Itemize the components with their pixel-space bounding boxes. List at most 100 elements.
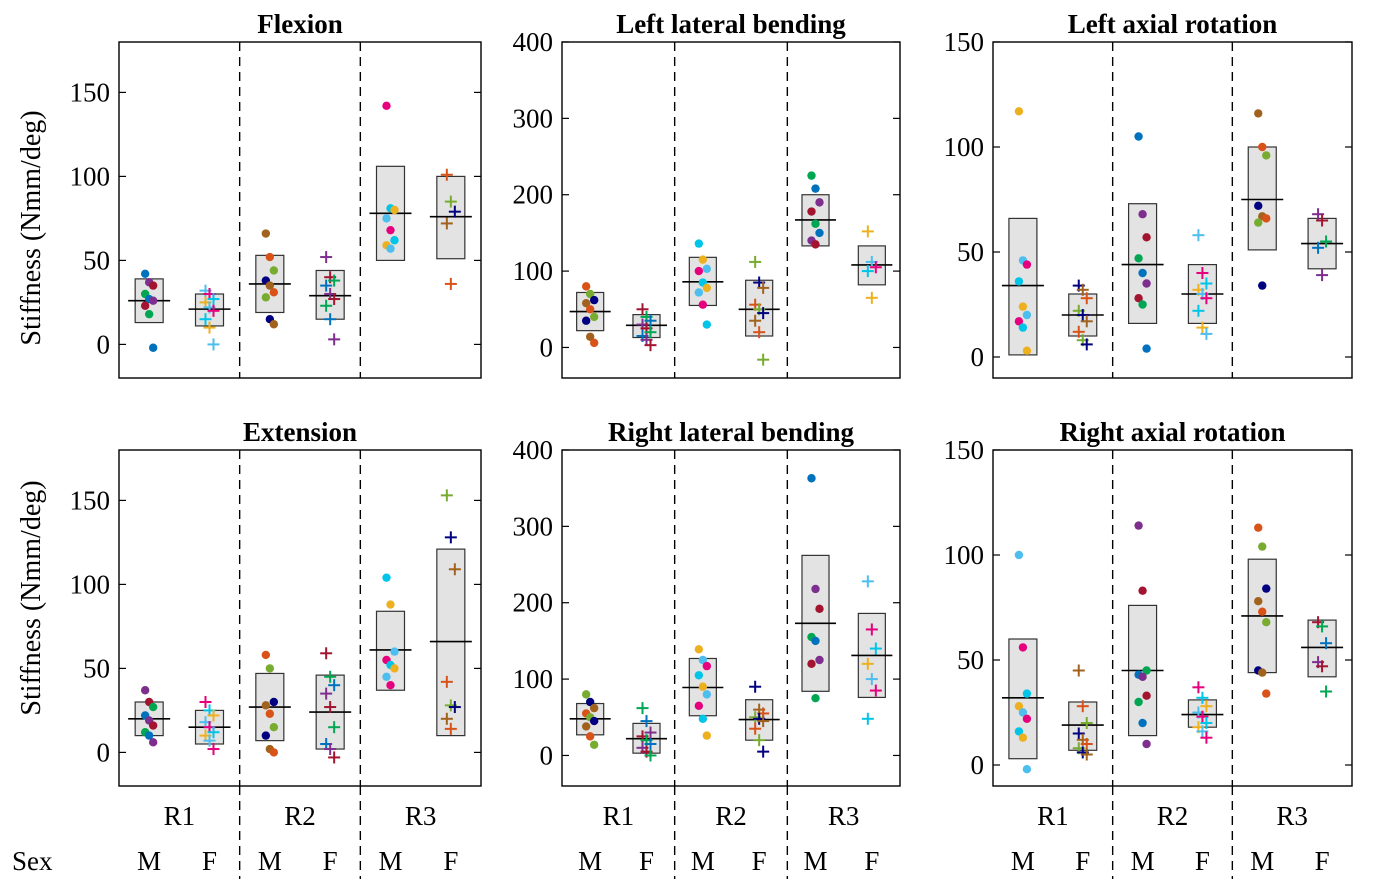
data-point-female [1080,738,1093,750]
data-point-female [1196,267,1209,279]
data-point-male [585,697,595,707]
data-point-male [1018,323,1028,332]
region-label: R1 [164,801,196,831]
data-point-male [702,690,712,699]
data-point-male [1138,586,1147,595]
data-point-female [865,673,878,686]
sex-label: F [1195,846,1210,876]
data-point-male [382,101,391,111]
chart-panel-5: Right lateral bending 0 100 200 300 400 R1 R2 R3… [513,417,901,879]
data-point-male [807,474,816,483]
data-point-female [753,326,766,339]
data-point-male [1254,523,1263,532]
data-point-female [1192,229,1205,242]
data-point-male [269,288,279,297]
data-point-male [1022,714,1032,723]
data-point-male [1022,260,1032,269]
data-point-male [1138,268,1147,278]
data-point-female [1312,208,1325,221]
axes-frame [118,41,482,379]
data-point-male [1258,668,1267,677]
data-point-male [1254,218,1263,227]
data-point-male [698,714,708,723]
region-label: R3 [405,801,437,831]
data-point-female [324,670,337,683]
data-point-male [140,269,150,279]
data-point-male [1142,344,1151,353]
data-point-male [382,672,391,681]
data-point-female [757,281,770,294]
data-point-male [148,721,158,730]
sex-row-label: Sex [12,846,53,876]
data-point-female [640,715,653,728]
data-point-female [444,531,457,544]
data-point-male [585,289,595,299]
data-point-female [328,679,341,692]
data-point-female [199,696,212,708]
data-point-male [261,650,271,660]
data-point-male [1134,521,1143,530]
data-point-male [1262,689,1271,698]
data-point-female [440,675,453,688]
data-point-male [148,296,158,305]
sex-label: F [323,846,338,876]
data-point-male [1138,300,1147,309]
y-tick-label: 0 [971,750,985,780]
chart-title: Right lateral bending [608,417,855,447]
data-point-female [861,265,874,278]
data-point-male [261,731,271,740]
data-point-male [265,252,275,262]
data-point-male [1138,672,1147,681]
data-point-male [1254,109,1263,118]
data-point-male [589,338,599,348]
data-point-male [144,309,154,319]
data-point-female [861,657,874,670]
data-point-male [815,604,824,614]
data-point-female [440,712,453,725]
data-point-female [328,293,341,306]
y-tick-label: 100 [70,161,111,191]
data-point-male [1018,302,1028,311]
data-point-male [1262,151,1271,160]
sex-label: F [202,846,217,876]
data-point-male [1018,733,1028,742]
data-point-male [585,332,595,341]
data-point-female [636,702,649,715]
data-point-female [644,726,657,739]
data-point-male [1022,310,1032,320]
data-point-male [581,282,591,291]
data-point-female [320,687,333,700]
data-point-female [328,721,341,734]
data-point-male [1014,727,1024,736]
sex-label: M [137,846,161,876]
data-point-male [589,312,599,322]
y-tick-label: 300 [513,103,554,133]
y-tick-label: 0 [540,740,554,770]
data-point-female [1072,325,1085,338]
y-tick-label: 200 [513,588,554,618]
data-point-female [207,726,220,739]
data-point-male [269,697,279,707]
data-point-female [203,321,216,334]
data-point-male [390,205,399,215]
data-point-female [861,575,874,588]
data-point-male [1134,254,1143,263]
data-point-female [1196,321,1209,334]
data-point-female [861,225,874,238]
data-point-female [1320,685,1333,698]
region-label: R1 [603,801,635,831]
data-point-male [140,301,150,310]
data-point-male [581,690,591,699]
data-point-male [386,244,395,253]
data-point-female [207,304,220,317]
data-point-male [694,239,704,248]
data-point-female [444,277,457,290]
data-point-female [1320,637,1333,650]
data-point-male [589,716,599,726]
data-point-male [589,740,599,749]
data-point-male [265,281,275,290]
data-point-female [1072,664,1085,677]
data-point-female [1200,327,1213,340]
y-tick-label: 300 [513,511,554,541]
axes-frame [118,449,482,787]
